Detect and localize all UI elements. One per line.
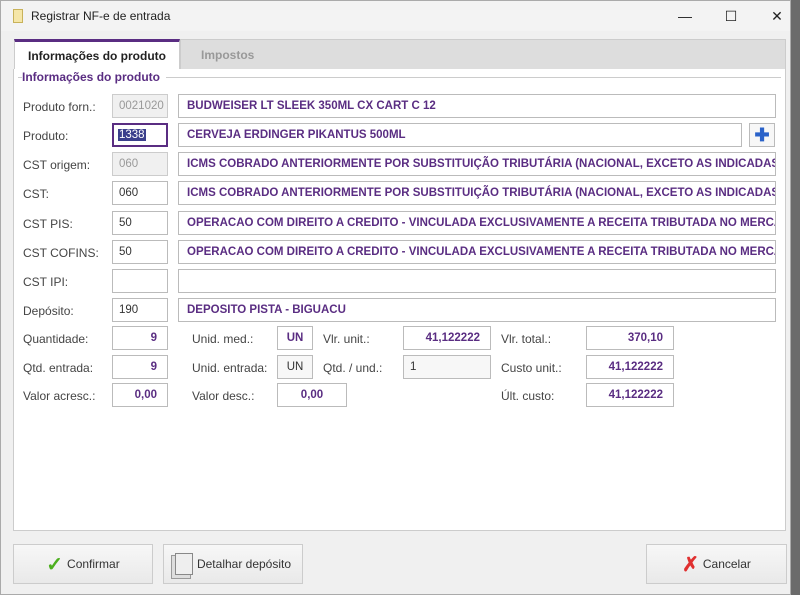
cancel-label: Cancelar <box>702 557 751 571</box>
maximize-button[interactable]: ☐ <box>724 7 738 24</box>
window-title: Registrar NF-e de entrada <box>31 9 171 23</box>
row-label: Produto: <box>23 129 69 143</box>
unid-entrada-label: Unid. entrada: <box>192 361 268 375</box>
title-bar: Registrar NF-e de entrada <box>1 1 790 31</box>
row-description-field: OPERACAO COM DIREITO A CREDITO - VINCULA… <box>178 240 776 264</box>
x-icon: ✗ <box>682 553 699 576</box>
vlr-unit-field[interactable]: 41,122222 <box>403 326 491 350</box>
vlr-unit-label: Vlr. unit.: <box>323 332 370 346</box>
close-button[interactable]: ✕ <box>771 7 783 24</box>
quantidade-field[interactable]: 9 <box>112 326 168 350</box>
confirm-label: Confirmar <box>67 557 120 571</box>
custo-unit-label: Custo unit.: <box>501 361 562 375</box>
row-code-field[interactable]: 190 <box>112 298 168 322</box>
row-code-field[interactable]: 1338 <box>112 123 168 147</box>
add-product-button[interactable]: ✚ <box>749 123 775 147</box>
row-label: Depósito: <box>23 304 74 318</box>
row-description-field: CERVEJA ERDINGER PIKANTUS 500ML <box>178 123 742 147</box>
vlr-total-field[interactable]: 370,10 <box>586 326 674 350</box>
row-description-field: DEPOSITO PISTA - BIGUACU <box>178 298 776 322</box>
row-code-value: 060 <box>119 187 139 199</box>
row-code-value: 1338 <box>118 129 146 141</box>
valor-acresc-field[interactable]: 0,00 <box>112 383 168 407</box>
row-label: Produto forn.: <box>23 100 96 114</box>
row-label: CST PIS: <box>23 217 73 231</box>
row-code-field[interactable]: 50 <box>112 211 168 235</box>
row-code-value: 50 <box>119 246 132 258</box>
row-description-field: ICMS COBRADO ANTERIORMENTE POR SUBSTITUI… <box>178 181 776 205</box>
row-code-field[interactable]: 50 <box>112 240 168 264</box>
qtd-entrada-field[interactable]: 9 <box>112 355 168 379</box>
minimize-button[interactable]: — <box>678 8 692 24</box>
quantidade-label: Quantidade: <box>23 332 89 346</box>
row-code-value: 060 <box>119 158 139 170</box>
qtd-entrada-label: Qtd. entrada: <box>23 361 94 375</box>
custo-unit-field[interactable]: 41,122222 <box>586 355 674 379</box>
ult-custo-field[interactable]: 41,122222 <box>586 383 674 407</box>
valor-desc-label: Valor desc.: <box>192 389 255 403</box>
row-code-value: 50 <box>119 217 132 229</box>
documents-icon <box>174 553 193 575</box>
row-code-field[interactable]: 060 <box>112 152 168 176</box>
tab-impostos[interactable]: Impostos <box>180 39 786 70</box>
row-label: CST COFINS: <box>23 246 99 260</box>
row-description-field <box>178 269 776 293</box>
row-label: CST: <box>23 187 50 201</box>
section-title: Informações do produto <box>22 70 166 84</box>
vlr-total-label: Vlr. total.: <box>501 332 552 346</box>
tab-informacoes-produto[interactable]: Informações do produto <box>14 39 180 70</box>
valor-acresc-label: Valor acresc.: <box>23 389 96 403</box>
detail-deposit-button[interactable]: Detalhar depósito <box>163 544 303 584</box>
qtd-und-field[interactable]: 1 <box>403 355 491 379</box>
valor-desc-field[interactable]: 0,00 <box>277 383 347 407</box>
qtd-und-label: Qtd. / und.: <box>323 361 383 375</box>
row-code-field[interactable] <box>112 269 168 293</box>
row-code-value: 0021020 <box>119 100 164 112</box>
unid-med-field[interactable]: UN <box>277 326 313 350</box>
section-divider <box>18 77 781 78</box>
row-label: CST IPI: <box>23 275 69 289</box>
row-code-value: 190 <box>119 304 139 316</box>
unid-entrada-field[interactable]: UN <box>277 355 313 379</box>
plus-icon: ✚ <box>754 124 770 145</box>
ult-custo-label: Últ. custo: <box>501 389 555 403</box>
confirm-button[interactable]: ✓ Confirmar <box>13 544 153 584</box>
cancel-button[interactable]: ✗ Cancelar <box>646 544 787 584</box>
row-description-field: BUDWEISER LT SLEEK 350ML CX CART C 12 <box>178 94 776 118</box>
row-description-field: OPERACAO COM DIREITO A CREDITO - VINCULA… <box>178 211 776 235</box>
unid-med-label: Unid. med.: <box>192 332 254 346</box>
detail-deposit-label: Detalhar depósito <box>196 557 292 571</box>
row-code-field[interactable]: 0021020 <box>112 94 168 118</box>
row-label: CST origem: <box>23 158 91 172</box>
row-code-field[interactable]: 060 <box>112 181 168 205</box>
app-icon <box>13 9 23 23</box>
checkmark-icon: ✓ <box>46 553 64 576</box>
row-description-field: ICMS COBRADO ANTERIORMENTE POR SUBSTITUI… <box>178 152 776 176</box>
